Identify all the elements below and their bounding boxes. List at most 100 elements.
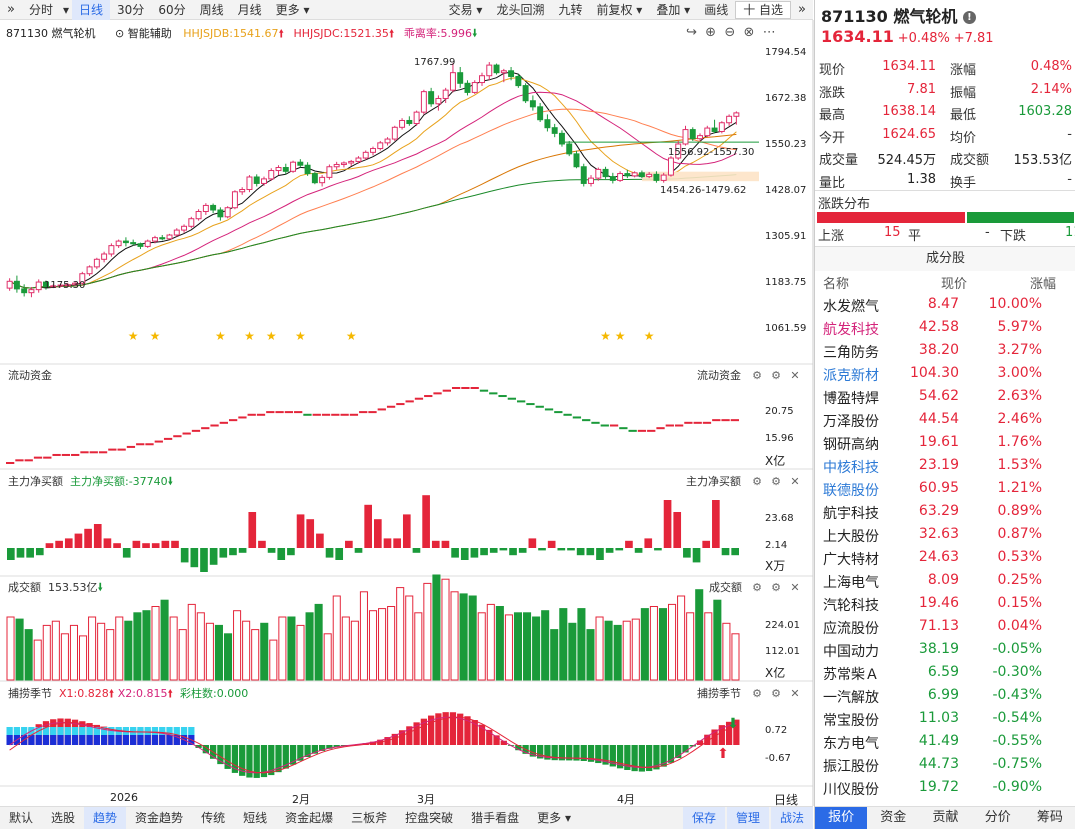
tab-traditional[interactable]: 传统 [201, 811, 226, 825]
tab-xuangu[interactable]: 选股 [51, 811, 76, 825]
settings-icon[interactable]: ⚙ [771, 475, 781, 488]
candle-body [115, 240, 122, 247]
tab-contribution[interactable]: 贡献 [932, 810, 959, 825]
col-pct[interactable]: 涨幅 [1030, 277, 1057, 292]
hhjsjdc-value: HHJSJDC:1521.35 [293, 27, 389, 40]
gear-icon[interactable]: ⚙ [752, 369, 762, 382]
tab-fenshi[interactable]: 分时 [28, 2, 53, 17]
constituent-row[interactable]: 三角防务 38.20 3.27% [815, 339, 1075, 362]
constituent-row[interactable]: 中核科技 23.19 1.53% [815, 454, 1075, 477]
constituent-row[interactable]: 博盈特焊 54.62 2.63% [815, 385, 1075, 408]
tab-month[interactable]: 月线 [237, 2, 262, 17]
tab-more-indicators[interactable]: 更多 ▾ [537, 811, 572, 825]
quote-row: 成交量 524.45万 成交额 153.53亿 [819, 146, 1072, 168]
candle-body [435, 97, 442, 105]
constituent-cell: 11.03 [918, 710, 959, 726]
jiuzhuan-button[interactable]: 九转 [558, 2, 583, 17]
tab-shortline[interactable]: 短线 [243, 811, 268, 825]
constituent-row[interactable]: 苏常柴Ａ 6.59 -0.30% [815, 661, 1075, 684]
save-button[interactable]: 保存 [682, 807, 725, 829]
tab-hunter[interactable]: 猎手看盘 [471, 811, 520, 825]
constituent-cell: 0.04% [997, 618, 1042, 634]
tab-chips[interactable]: 筹码 [1036, 810, 1063, 825]
assist-toggle[interactable]: ⊙ 智能辅助 [115, 27, 172, 40]
net-buy-bar [557, 548, 566, 551]
expand-icon[interactable]: » [798, 1, 806, 17]
close-icon[interactable]: ⊗ [743, 25, 755, 40]
draw-button[interactable]: 画线 [704, 2, 729, 17]
tab-default[interactable]: 默认 [9, 811, 34, 825]
more-icon[interactable]: ⋯ [762, 25, 776, 40]
trade-button[interactable]: 交易 ▾ [448, 2, 483, 17]
x-label: 2026 [110, 791, 138, 804]
tab-price-dist[interactable]: 分价 [984, 810, 1011, 825]
gear-icon[interactable]: ⚙ [752, 475, 762, 488]
season-cyan-bar [71, 727, 79, 735]
quote-cell: 524.45万 [877, 153, 937, 168]
constituent-row[interactable]: 汽轮科技 19.46 0.15% [815, 592, 1075, 615]
tab-three-axe[interactable]: 三板斧 [351, 811, 388, 825]
constituent-row[interactable]: 应流股份 71.13 0.04% [815, 615, 1075, 638]
constituent-row[interactable]: 中国动力 38.19 -0.05% [815, 638, 1075, 661]
info-icon[interactable]: ! [962, 11, 976, 24]
tab-fund[interactable]: 资金 [880, 810, 907, 825]
constituent-row[interactable]: 一汽解放 6.99 -0.43% [815, 684, 1075, 707]
zoom-in-icon[interactable]: ⊕ [705, 25, 717, 40]
tab-60min[interactable]: 60分 [158, 2, 186, 17]
gear-icon[interactable]: ⚙ [752, 687, 762, 700]
constituent-row[interactable]: 派克新材 104.30 3.00% [815, 362, 1075, 385]
constituent-cell: -0.30% [992, 664, 1042, 680]
candle-body [326, 166, 333, 178]
close-icon[interactable]: ✕ [790, 687, 799, 700]
constituent-row[interactable]: 上大股份 32.63 0.87% [815, 523, 1075, 546]
season-tick: 0.72 [765, 725, 788, 736]
net-buy-bar [518, 548, 527, 553]
add-watchlist-button[interactable]: 十 自选 [735, 0, 792, 19]
tab-week[interactable]: 周线 [199, 2, 224, 17]
tab-more[interactable]: 更多 ▾ [275, 2, 310, 17]
constituent-row[interactable]: 钢研高纳 19.61 1.76% [815, 431, 1075, 454]
chart-canvas[interactable]: ★ ★ ★ ★ ★ ★ ★ ★ ★ ★ ⬇ ⬆ ⚙ ⚙ ✕ ⚙ ⚙ ✕ ⚙ ⚙ ✕ ⚙ ⚙ ✕ [0, 0, 814, 806]
dropdown-icon[interactable]: ▾ [62, 2, 70, 17]
col-name[interactable]: 名称 [823, 277, 850, 292]
close-icon[interactable]: ✕ [790, 369, 799, 382]
constituent-row[interactable]: 川仪股份 19.72 -0.90% [815, 776, 1075, 799]
tab-fund-trend[interactable]: 资金趋势 [135, 811, 184, 825]
flow-segment [461, 387, 470, 389]
constituent-row[interactable]: 东方电气 41.49 -0.55% [815, 730, 1075, 753]
fuquan-button[interactable]: 前复权 ▾ [596, 2, 643, 17]
constituent-row[interactable]: 振江股份 44.73 -0.75% [815, 753, 1075, 776]
tab-rixian[interactable]: 日线 [72, 0, 111, 20]
col-price[interactable]: 现价 [941, 277, 968, 292]
tab-fund-burst[interactable]: 资金起爆 [285, 811, 334, 825]
gear-icon[interactable]: ⚙ [752, 581, 762, 594]
tab-quote[interactable]: 报价 [815, 807, 868, 829]
constituent-row[interactable]: 上海电气 8.09 0.25% [815, 569, 1075, 592]
overlay-button[interactable]: 叠加 ▾ [656, 2, 691, 17]
tab-trend[interactable]: 趋势 [84, 807, 127, 829]
close-icon[interactable]: ✕ [790, 475, 799, 488]
strategy-button[interactable]: 战法 [770, 807, 813, 829]
quote-cell: 7.81 [907, 81, 936, 97]
settings-icon[interactable]: ⚙ [771, 581, 781, 594]
season-cyan-bar [180, 727, 188, 735]
constituent-row[interactable]: 常宝股份 11.03 -0.54% [815, 707, 1075, 730]
constituent-row[interactable]: 水发燃气 8.47 10.00% [815, 293, 1075, 316]
longtou-button[interactable]: 龙头回溯 [496, 2, 545, 17]
constituent-row[interactable]: 航发科技 42.58 5.97% [815, 316, 1075, 339]
settings-icon[interactable]: ⚙ [771, 369, 781, 382]
constituent-row[interactable]: 万泽股份 44.54 2.46% [815, 408, 1075, 431]
constituent-row[interactable]: 联德股份 60.95 1.21% [815, 477, 1075, 500]
constituent-row[interactable]: 航宇科技 63.29 0.89% [815, 500, 1075, 523]
manage-button[interactable]: 管理 [726, 807, 769, 829]
close-icon[interactable]: ✕ [790, 581, 799, 594]
chart-controls: ↪ ⊕ ⊖ ⊗ ⋯ [686, 25, 776, 40]
tab-30min[interactable]: 30分 [117, 2, 145, 17]
constituent-row[interactable]: 广大特材 24.63 0.53% [815, 546, 1075, 569]
zoom-out-icon[interactable]: ⊖ [724, 25, 736, 40]
collapse-icon[interactable]: » [7, 1, 15, 17]
settings-icon[interactable]: ⚙ [771, 687, 781, 700]
season-cyan-bar [86, 727, 93, 735]
tab-control[interactable]: 控盘突破 [405, 811, 454, 825]
link-icon[interactable]: ↪ [686, 25, 697, 40]
